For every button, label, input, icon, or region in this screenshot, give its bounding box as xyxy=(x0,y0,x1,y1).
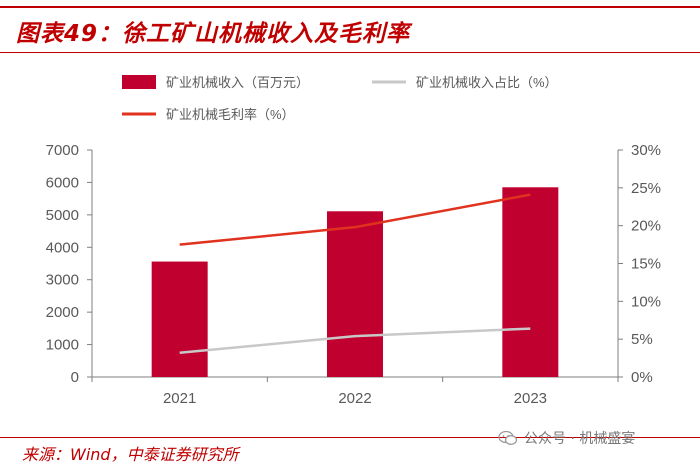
legend-label: 矿业机械毛利率（%） xyxy=(166,107,295,122)
right-tick-label: 30% xyxy=(631,142,661,159)
bar xyxy=(327,211,383,377)
left-tick-label: 4000 xyxy=(46,239,79,256)
left-tick-label: 3000 xyxy=(46,272,79,289)
watermark: 公众号 · 机械盛宴 xyxy=(498,428,635,448)
right-tick-label: 25% xyxy=(631,180,661,197)
right-tick-label: 15% xyxy=(631,256,661,273)
right-tick-label: 0% xyxy=(631,369,653,386)
legend-swatch-bar xyxy=(122,75,156,89)
left-tick-label: 7000 xyxy=(46,142,79,159)
left-tick-label: 0 xyxy=(71,369,79,386)
bar xyxy=(502,187,558,377)
title-rule xyxy=(0,52,700,53)
combo-chart: 矿业机械收入（百万元） 矿业机械收入占比（%） 矿业机械毛利率（%） 0 1000 20… xyxy=(0,56,700,436)
source-note: 来源：Wind，中泰证券研究所 xyxy=(22,441,239,465)
page-title: 图表49：徐工矿山机械收入及毛利率 xyxy=(16,14,410,48)
left-tick-label: 2000 xyxy=(46,304,79,321)
chart-area: 矿业机械收入（百万元） 矿业机械收入占比（%） 矿业机械毛利率（%） 0 1000 20… xyxy=(0,56,700,436)
left-tick-label: 5000 xyxy=(46,207,79,224)
legend-label: 矿业机械收入（百万元） xyxy=(166,75,309,90)
legend-label: 矿业机械收入占比（%） xyxy=(416,75,558,90)
right-tick-label: 10% xyxy=(631,293,661,310)
right-tick-label: 5% xyxy=(631,331,653,348)
top-rule xyxy=(0,6,700,8)
x-tick-label: 2021 xyxy=(163,390,196,407)
bar xyxy=(152,262,208,377)
watermark-text: 公众号 · 机械盛宴 xyxy=(524,428,635,448)
left-tick-label: 6000 xyxy=(46,174,79,191)
legend: 矿业机械收入（百万元） 矿业机械收入占比（%） 矿业机械毛利率（%） xyxy=(122,75,558,122)
x-tick-label: 2023 xyxy=(514,390,547,407)
x-tick-label: 2022 xyxy=(338,390,371,407)
wechat-icon xyxy=(498,430,518,446)
right-tick-label: 20% xyxy=(631,218,661,235)
left-tick-label: 1000 xyxy=(46,337,79,354)
